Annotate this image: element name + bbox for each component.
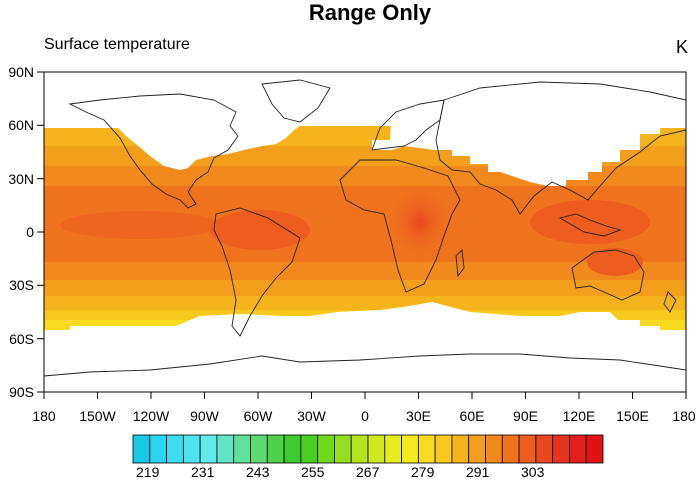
colorbar-box	[334, 434, 352, 464]
lon-label: 150W	[79, 408, 116, 424]
warm-pool	[60, 211, 220, 239]
colorbar-box	[552, 434, 570, 464]
colorbar-box	[434, 434, 453, 464]
colorbar-label: 291	[466, 464, 490, 480]
lon-label: 180	[32, 408, 56, 424]
warm-pool	[587, 248, 643, 276]
colorbar-label: 267	[356, 464, 380, 480]
colorbar-label: 279	[411, 464, 435, 480]
colorbar-box	[250, 434, 268, 464]
colorbar-box	[518, 434, 537, 464]
colorbar-box	[417, 434, 436, 464]
lon-label: 150E	[616, 408, 649, 424]
colorbar-box	[569, 434, 587, 464]
colorbar-box	[266, 434, 285, 464]
lon-label: 90W	[190, 408, 220, 424]
colorbar-box	[501, 434, 520, 464]
lat-label: 60N	[8, 117, 34, 133]
colorbar-box	[401, 434, 419, 464]
lon-label: 60W	[244, 408, 274, 424]
plot-title: Range Only	[308, 0, 432, 25]
colorbar-box	[350, 434, 369, 464]
colorbar-box	[585, 434, 604, 464]
lon-label: 60E	[460, 408, 485, 424]
colorbar-box	[300, 434, 319, 464]
temp-band	[44, 296, 686, 310]
colorbar-label: 243	[246, 464, 270, 480]
colorbar-labels: 219 231 243 255 267 279 291 303	[136, 464, 545, 480]
colorbar-box	[367, 434, 386, 464]
temp-band	[44, 262, 686, 280]
lon-label: 0	[361, 408, 369, 424]
colorbar-box	[451, 434, 470, 464]
lat-label: 30N	[8, 171, 34, 187]
lat-label: 90S	[9, 384, 34, 400]
colorbar-box	[233, 434, 251, 464]
warm-pool	[530, 200, 650, 244]
masked-north	[44, 72, 686, 186]
lat-label: 60S	[9, 331, 34, 347]
colorbar-box	[384, 434, 402, 464]
coastlines	[44, 79, 686, 377]
colorbar-box	[283, 434, 302, 464]
temp-band	[44, 280, 686, 296]
colorbar-box	[149, 434, 167, 464]
lat-label: 0	[26, 224, 34, 240]
colorbar-label: 231	[191, 464, 215, 480]
axis-ticks	[37, 71, 687, 399]
colorbar-box	[317, 434, 335, 464]
colorbar	[132, 434, 604, 464]
colorbar-label: 219	[136, 464, 160, 480]
lat-labels: 90N 60N 30N 0 30S 60S 90S	[8, 64, 34, 400]
colorbar-box	[166, 434, 184, 464]
colorbar-box	[535, 434, 554, 464]
units-label: K	[676, 37, 689, 57]
lon-label: 30W	[297, 408, 327, 424]
lat-label: 30S	[9, 277, 34, 293]
masked-south	[44, 302, 686, 392]
colorbar-box	[468, 434, 486, 464]
lon-label: 120W	[133, 408, 170, 424]
colorbar-label: 255	[301, 464, 325, 480]
warm-pool	[386, 182, 454, 262]
colorbar-box	[182, 434, 201, 464]
lon-labels: 180 150W 120W 90W 60W 30W 0 30E 60E 90E …	[32, 408, 696, 424]
colorbar-box	[485, 434, 503, 464]
lon-label: 120E	[563, 408, 596, 424]
lon-label: 30E	[406, 408, 431, 424]
lon-label: 90E	[513, 408, 538, 424]
colorbar-box	[216, 434, 235, 464]
warm-pool	[210, 210, 310, 250]
lon-label: 180	[672, 408, 696, 424]
colorbar-box	[199, 434, 218, 464]
temperature-field	[44, 72, 686, 392]
colorbar-label: 303	[521, 464, 545, 480]
colorbar-box	[132, 434, 151, 464]
left-title: Surface temperature	[44, 36, 190, 53]
lat-label: 90N	[8, 64, 34, 80]
